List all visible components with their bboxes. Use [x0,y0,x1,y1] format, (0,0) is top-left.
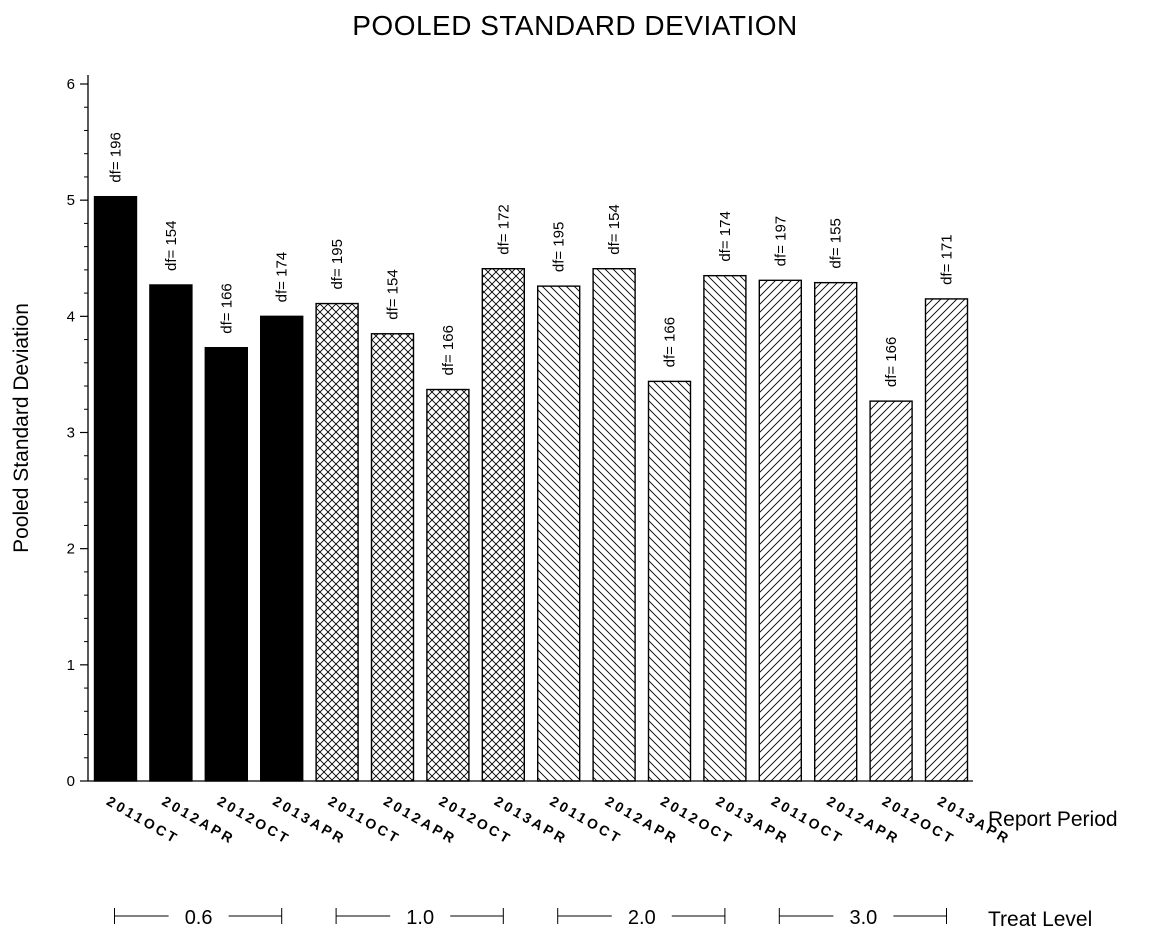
bar [592,268,636,782]
report-period-label: Report Period [988,808,1118,831]
y-tick-label: 6 [67,76,75,93]
bar [703,274,747,782]
bar [315,302,359,782]
bar [481,268,525,782]
data-label: df= 155 [828,218,845,268]
y-tick-label: 4 [67,308,75,325]
treat-level-label: Treat Level [988,908,1092,931]
data-label: df= 174 [274,252,291,302]
group-label: 2.0 [628,907,656,929]
data-label: df= 166 [440,325,457,375]
y-axis-ticks: 0 1 2 3 4 5 6 [67,76,88,790]
chart-title: POOLED STANDARD DEVIATION [352,10,798,41]
bar [370,333,415,782]
bar [149,284,193,782]
bar [93,195,138,782]
bar [869,400,913,782]
group-label: 1.0 [406,907,434,929]
bar [204,346,249,782]
data-label: df= 195 [551,222,568,272]
data-label: df= 196 [108,132,125,182]
bars [93,195,969,782]
data-labels: df= 196 df= 154 df= 166 df= 174 df= 195 df= 1… [108,132,956,387]
bar [647,380,692,782]
group-labels: 0.6 1.0 2.0 3.0 [114,907,947,929]
y-axis-label: Pooled Standard Deviation [10,303,33,553]
y-tick-label: 2 [67,541,75,558]
y-tick-label: 5 [67,192,75,209]
bar [426,388,470,782]
y-tick-label: 1 [67,657,75,674]
group-label: 0.6 [185,907,213,929]
data-label: df= 154 [385,269,402,319]
data-label: df= 195 [329,239,346,289]
bar [758,279,802,782]
data-label: df= 166 [662,317,679,367]
data-label: df= 166 [218,283,235,333]
data-label: df= 197 [772,216,789,266]
data-label: df= 154 [163,220,180,270]
bar [260,315,304,782]
bar [537,285,581,782]
y-tick-label: 0 [67,773,75,790]
data-label: df= 172 [495,204,512,254]
group-label: 3.0 [849,907,877,929]
bar [924,298,969,782]
data-label: df= 171 [939,234,956,284]
data-label: df= 166 [883,337,900,387]
data-label: df= 154 [606,204,623,254]
bar [814,281,858,782]
y-tick-label: 3 [67,425,75,442]
category-labels: 2011OCT2012APR2012OCT2013APR2011OCT2012A… [104,793,1014,848]
data-label: df= 174 [717,211,734,261]
